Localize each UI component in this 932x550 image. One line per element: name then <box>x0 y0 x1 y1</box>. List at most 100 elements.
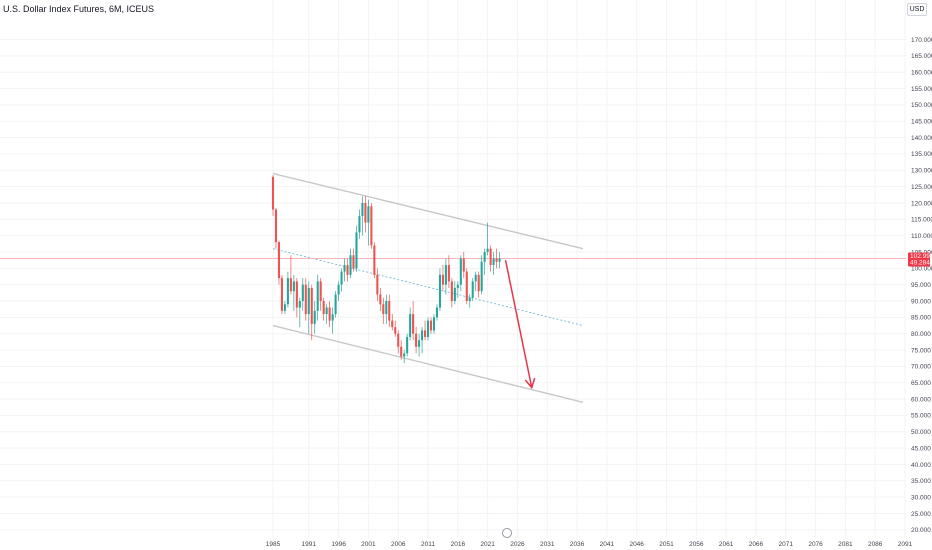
candle-body <box>492 258 495 266</box>
price-tick-label: 160.000 <box>911 70 932 77</box>
candle-body <box>388 301 391 321</box>
candle <box>471 278 474 302</box>
price-tick-label: 70.000 <box>911 364 931 371</box>
candle-body <box>406 336 409 354</box>
candle <box>271 175 275 217</box>
candle <box>289 255 292 295</box>
price-tick-label: 30.000 <box>911 494 931 501</box>
candle-body <box>412 314 415 334</box>
time-tick-label: 2001 <box>361 541 376 548</box>
candle <box>280 274 283 315</box>
candle <box>385 294 388 324</box>
candle <box>459 255 462 292</box>
price-tick-label: 155.000 <box>911 86 932 93</box>
channel-upper-line <box>272 172 584 250</box>
price-tick-label: 170.000 <box>911 37 932 44</box>
candle-body <box>483 251 486 262</box>
parallel-channel[interactable] <box>272 172 584 404</box>
candle-body <box>397 333 400 347</box>
price-tick-label: 165.000 <box>911 53 932 60</box>
candle <box>322 297 325 321</box>
time-tick-label: 2056 <box>689 541 704 548</box>
price-tick-label: 40.000 <box>911 462 931 469</box>
candle <box>474 271 477 292</box>
time-tick-label: 2051 <box>659 541 674 548</box>
forecast-arrow[interactable] <box>504 260 536 390</box>
candle <box>489 245 492 272</box>
candle <box>376 268 379 302</box>
candle-body <box>459 258 462 285</box>
channel-midline <box>272 248 584 326</box>
time-tick-label: 1991 <box>302 541 317 548</box>
candle-body <box>421 330 424 341</box>
candle <box>486 222 489 256</box>
price-tick-label: 45.000 <box>911 445 931 452</box>
clock-circle-icon[interactable] <box>502 528 512 538</box>
candle <box>346 258 349 282</box>
candle <box>292 274 295 311</box>
price-tick-label: 95.000 <box>911 282 931 289</box>
candle-body <box>322 301 325 315</box>
price-axis[interactable]: 20.000 25.000 30.000 35.000 40.000 45.000 50.0… <box>911 37 932 534</box>
candle-body <box>298 301 301 308</box>
candle-body <box>394 327 397 334</box>
price-tick-label: 60.000 <box>911 396 931 403</box>
candle-body <box>489 248 492 266</box>
time-tick-label: 2016 <box>451 541 466 548</box>
candle <box>468 294 471 308</box>
price-tick-label: 140.000 <box>911 135 932 142</box>
candle-body <box>456 284 459 288</box>
candle-body <box>289 278 292 292</box>
candle <box>313 301 316 334</box>
time-tick-label: 2026 <box>510 541 525 548</box>
candle <box>450 278 453 308</box>
price-tick-label: 110.000 <box>911 233 932 240</box>
candle <box>331 307 334 334</box>
candle-body <box>319 281 322 302</box>
candle <box>403 350 406 364</box>
price-tick-label: 55.000 <box>911 413 931 420</box>
candle <box>432 314 436 334</box>
candle-body <box>313 310 316 324</box>
candle <box>334 291 337 318</box>
price-tick-label: 120.000 <box>911 200 932 207</box>
candle-body <box>385 301 388 315</box>
price-tick-label: 145.000 <box>911 119 932 126</box>
candle <box>352 248 355 272</box>
candle <box>435 304 439 321</box>
time-axis[interactable]: 1985 1991 1996 2001 2006 2011 2016 2021 2026 2031… <box>266 541 913 548</box>
candle-body <box>364 202 367 223</box>
candle <box>397 330 400 354</box>
candle-body <box>418 340 421 347</box>
candle <box>447 255 450 288</box>
price-tick-label: 25.000 <box>911 511 931 518</box>
candle <box>406 333 409 357</box>
candle-body <box>435 307 439 318</box>
candle <box>364 196 367 233</box>
candle-body <box>292 281 295 292</box>
candle-body <box>403 353 406 357</box>
candle <box>498 251 501 269</box>
candle-body <box>453 287 456 302</box>
candle-body <box>498 258 501 262</box>
time-tick-label: 2031 <box>540 541 555 548</box>
price-tick-label: 125.000 <box>911 184 932 191</box>
currency-button[interactable]: USD <box>907 3 927 16</box>
countdown-label: 49.284 <box>910 260 930 267</box>
price-tick-label: 80.000 <box>911 331 931 338</box>
candle-body <box>334 294 337 315</box>
candle-body <box>391 320 394 328</box>
chart-title: U.S. Dollar Index Futures, 6M, ICEUS <box>3 4 155 14</box>
candle-body <box>432 317 436 331</box>
price-tick-label: 150.000 <box>911 102 932 109</box>
candle <box>394 320 397 337</box>
candle-body <box>373 245 376 275</box>
price-tick-label: 115.000 <box>911 217 932 224</box>
price-tick-label: 35.000 <box>911 478 931 485</box>
candle <box>477 271 480 298</box>
time-tick-label: 2076 <box>808 541 823 548</box>
candle <box>328 301 331 328</box>
time-tick-label: 2021 <box>480 541 495 548</box>
